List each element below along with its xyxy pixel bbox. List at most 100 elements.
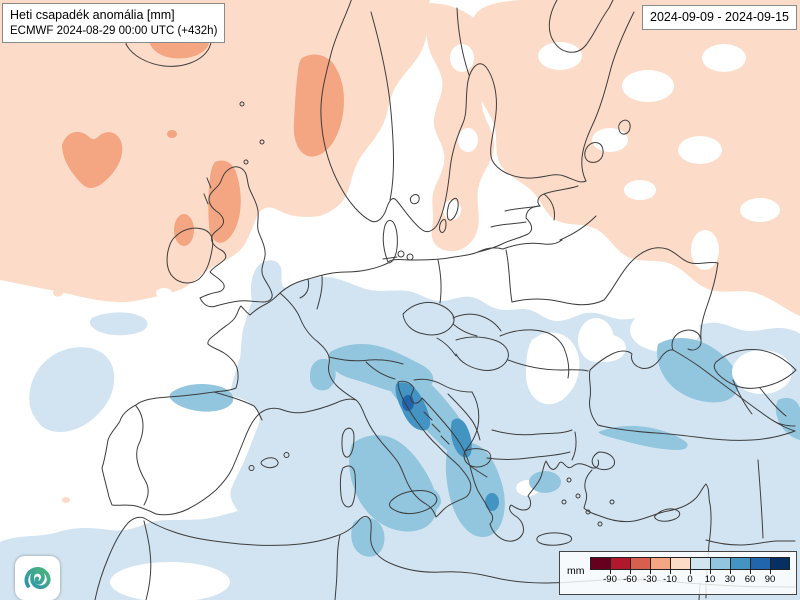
coastline-path (603, 247, 719, 340)
coastline-path (317, 341, 357, 401)
anomaly-region (656, 338, 739, 403)
coastline-path (409, 119, 631, 205)
coastline-path (199, 166, 273, 308)
coastline-path (387, 185, 579, 263)
coastline-path (502, 215, 605, 306)
coastline-path (155, 398, 357, 516)
anomaly-region (691, 230, 719, 270)
legend-tick-label: -10 (663, 574, 677, 585)
coastline-path (341, 427, 355, 458)
coastline-path (490, 193, 555, 228)
anomaly-region (191, 289, 215, 303)
coastline-path (713, 349, 797, 427)
coastline-path (299, 275, 323, 310)
anomaly-region (538, 42, 582, 70)
anomaly-region (592, 128, 628, 152)
anomaly-region (386, 481, 441, 516)
coastline-path (437, 259, 442, 304)
anomaly-region (445, 442, 505, 538)
positive-anomaly-strong-regions (395, 382, 499, 511)
coastline-path (355, 399, 437, 518)
model-run-label: ECMWF 2024-08-29 00:00 UTC (+432h) (10, 24, 218, 37)
legend-tick-label: 90 (764, 574, 776, 585)
coastline-path (561, 477, 615, 527)
legend-tickmark (689, 570, 691, 574)
coastline-path (654, 508, 681, 522)
coastline-path (397, 381, 472, 518)
anomaly-region (450, 418, 472, 458)
coastline-path (469, 429, 577, 478)
legend-tickmark (669, 570, 671, 574)
coastline-path (320, 0, 587, 233)
anomaly-region (678, 136, 722, 164)
anomaly-region (167, 130, 177, 138)
coastline-path (477, 247, 513, 303)
legend-tickmark (749, 570, 751, 574)
legend-tick-label: -90 (603, 574, 617, 585)
anomaly-region (775, 397, 800, 440)
legend-tickmark (769, 570, 771, 574)
legend-swatch (650, 557, 670, 570)
legend-swatch (770, 557, 790, 570)
coastline-path (328, 356, 404, 380)
legend-tick-label: 0 (687, 574, 693, 585)
site-logo (15, 556, 60, 600)
coastline-path (213, 391, 263, 421)
spiral-path (24, 566, 51, 589)
anomaly-region (156, 288, 172, 298)
anomaly-region (450, 44, 474, 72)
anomaly-region (410, 3, 495, 252)
coastline-path (203, 101, 265, 205)
coastline-path (370, 11, 394, 201)
legend-tick-label: 60 (744, 574, 756, 585)
coastline-path (581, 11, 635, 182)
coastline-path (499, 329, 589, 379)
anomaly-region (310, 358, 336, 391)
anomaly-region (622, 70, 674, 102)
anomaly-region (174, 214, 194, 246)
legend-tick-label: 30 (724, 574, 736, 585)
legend-tickmark (649, 570, 651, 574)
anomaly-region (485, 493, 499, 511)
coastline-path (672, 349, 796, 432)
color-scale-legend: mm -90 -60 -30 -10 0 10 30 60 90 (559, 551, 797, 595)
legend-swatch (590, 557, 610, 570)
legend-swatch (610, 557, 630, 570)
anomaly-region (529, 471, 561, 493)
coastline-path (135, 405, 149, 506)
coastline-path (436, 336, 509, 371)
coastline-path (279, 292, 319, 343)
coastline-path (452, 313, 502, 337)
anomaly-region (110, 562, 230, 600)
anomaly-region (208, 160, 241, 243)
anomaly-region (526, 332, 580, 405)
anomaly-region (351, 517, 385, 557)
coastline-path (456, 7, 470, 76)
coastline-path (339, 465, 357, 508)
anomaly-region (458, 128, 478, 152)
coastline-path (439, 197, 459, 233)
anomaly-region (702, 44, 746, 72)
coastline-path (583, 483, 712, 599)
legend-swatch (670, 557, 690, 570)
legend-tick-label: 10 (704, 574, 716, 585)
legend-tickmark (629, 570, 631, 574)
title-box: Heti csapadék anomália [mm] ECMWF 2024-0… (2, 3, 226, 44)
legend-tickmark (729, 570, 731, 574)
legend-tickmark (609, 570, 611, 574)
anomaly-region (29, 347, 115, 432)
legend-swatch (710, 557, 730, 570)
positive-anomaly-mid-regions (169, 338, 800, 557)
anomaly-region (169, 384, 234, 412)
coastline-path (382, 219, 398, 264)
coastline-path (101, 262, 389, 515)
negative-anomaly-strong-regions (62, 26, 344, 246)
coastline-path (248, 452, 290, 471)
coastline-path (597, 424, 796, 441)
valid-period-box: 2024-09-09 - 2024-09-15 (642, 5, 797, 30)
spiral-logo-icon (24, 566, 51, 589)
legend-swatch (630, 557, 650, 570)
anomaly-region (62, 497, 70, 503)
anomaly-region (120, 394, 237, 495)
coastline-path (397, 250, 414, 261)
